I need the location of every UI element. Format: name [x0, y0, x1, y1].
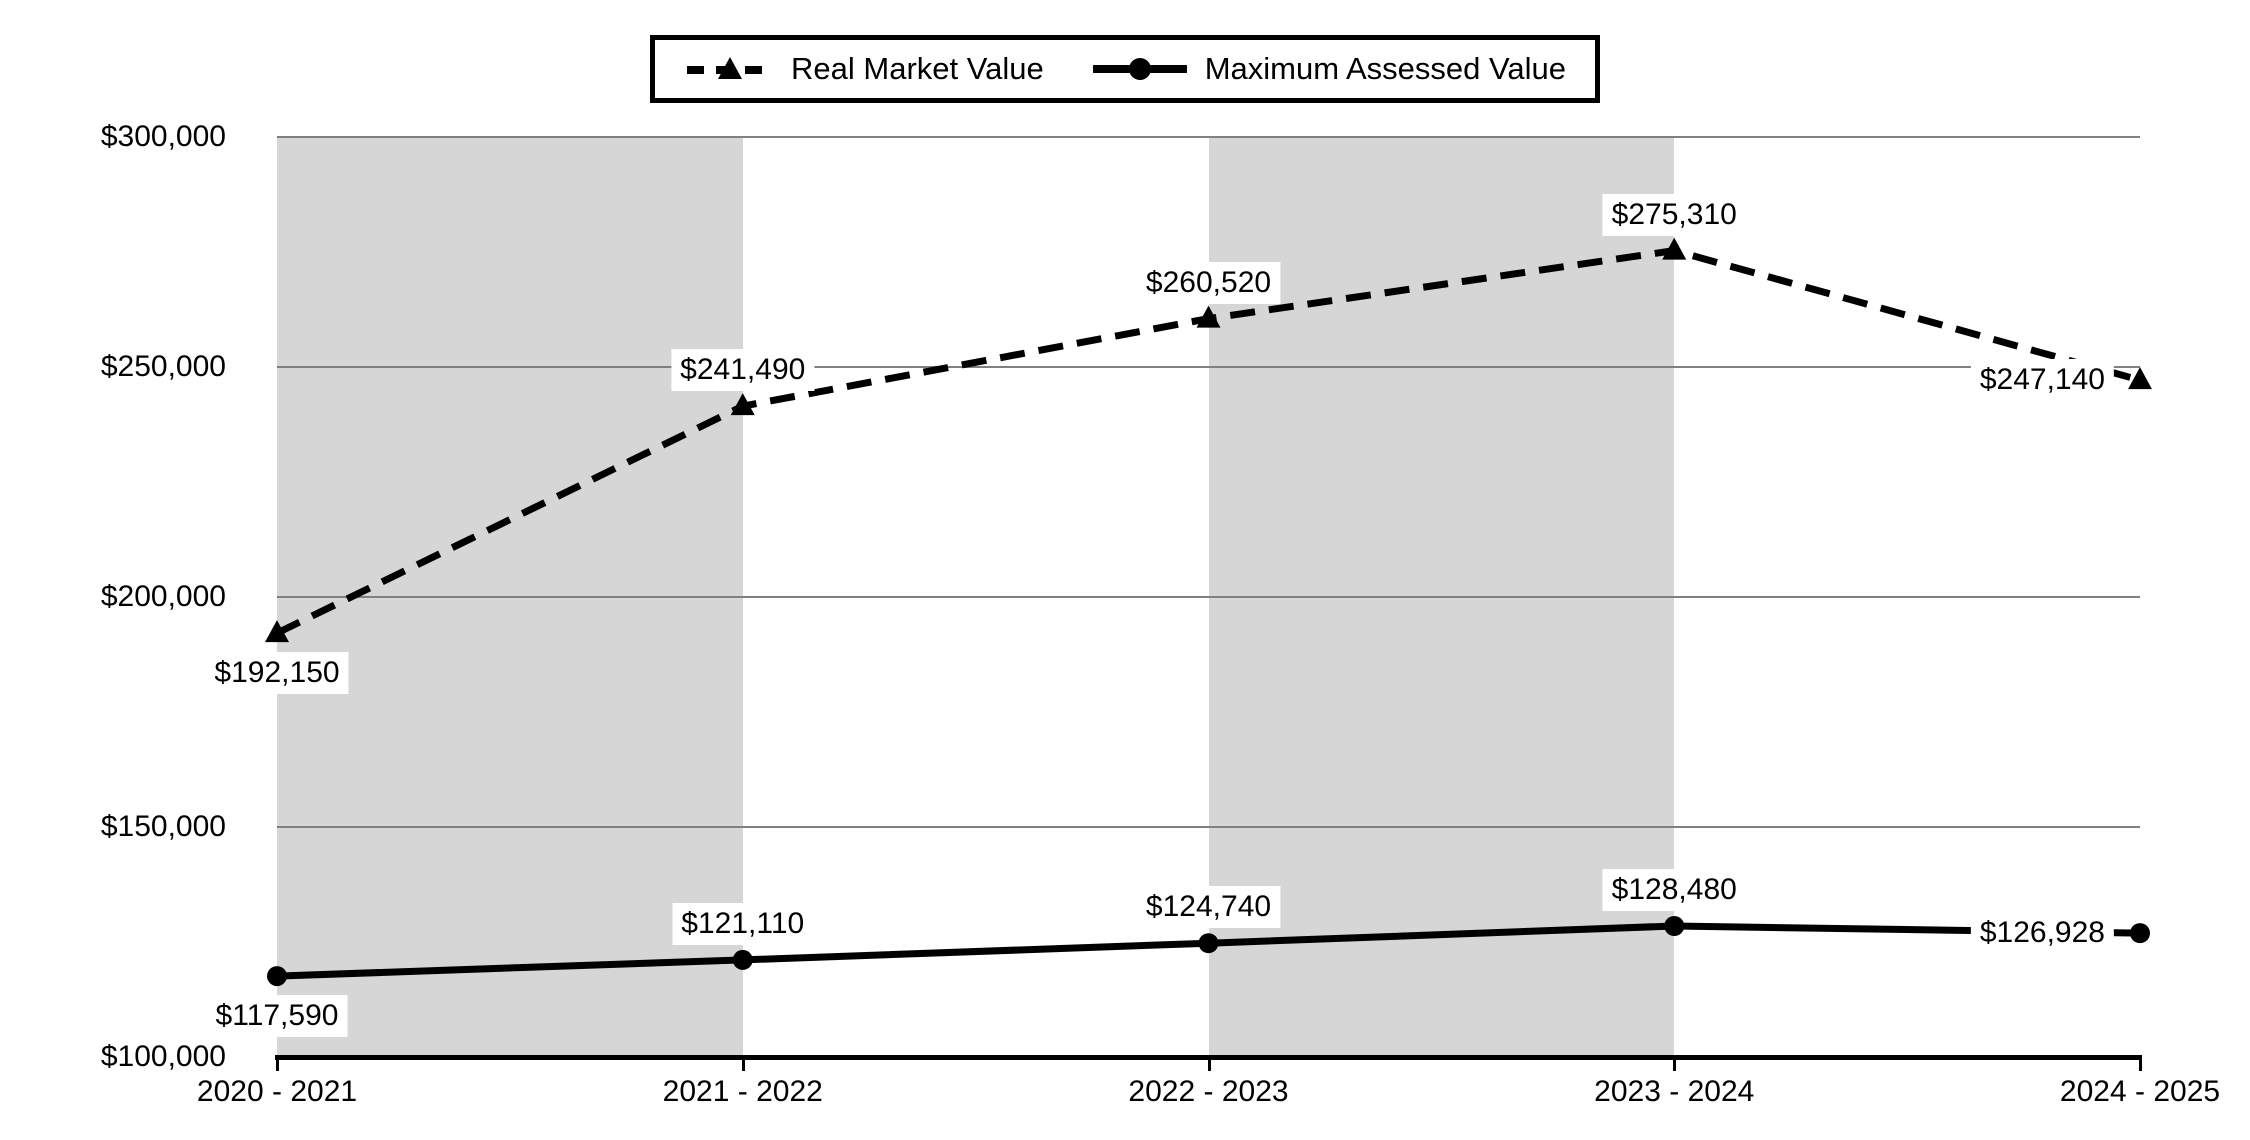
- data-label: $121,110: [672, 902, 814, 945]
- data-label: $247,140: [1970, 359, 2114, 402]
- legend-item-real-market-value: Real Market Value: [684, 51, 1044, 87]
- dashed-line-triangle-marker-icon: [687, 57, 774, 79]
- x-axis-tick-label: 2021 - 2022: [662, 1075, 823, 1108]
- triangle-marker: [2128, 367, 2152, 390]
- circle-marker: [267, 966, 287, 987]
- legend-item-maximum-assessed-value: Maximum Assessed Value: [1090, 51, 1566, 87]
- x-axis-tick: [741, 1057, 745, 1071]
- x-axis-tick-label: 2020 - 2021: [196, 1075, 358, 1108]
- y-axis-tick-label: $100,000: [100, 1040, 226, 1073]
- triangle-marker: [1662, 237, 1687, 260]
- y-gridline: [277, 366, 2140, 368]
- data-label: $117,590: [206, 995, 348, 1038]
- data-label: $124,740: [1136, 886, 1281, 929]
- y-axis-tick-label: $300,000: [100, 120, 226, 153]
- x-axis-tick: [1207, 1057, 1211, 1071]
- data-label: $275,310: [1602, 193, 1746, 236]
- circle-marker: [2130, 923, 2150, 944]
- triangle-marker: [265, 620, 289, 643]
- x-axis-tick-label: 2022 - 2023: [1128, 1075, 1289, 1108]
- y-gridline: [277, 596, 2140, 598]
- data-label: $260,520: [1136, 261, 1281, 304]
- data-label: $241,490: [671, 349, 815, 392]
- y-axis-tick-label: $250,000: [100, 350, 226, 383]
- legend-label-maximum-assessed-value: Maximum Assessed Value: [1204, 51, 1566, 86]
- x-axis-tick-label: 2024 - 2025: [2059, 1075, 2221, 1108]
- triangle-marker: [730, 393, 755, 416]
- x-axis-tick-label: 2023 - 2024: [1594, 1075, 1755, 1108]
- circle-marker: [1198, 933, 1219, 954]
- triangle-marker: [1196, 305, 1221, 328]
- chart-legend: Real Market Value Maximum Assessed Value: [650, 35, 1600, 103]
- y-axis-tick-label: $150,000: [100, 810, 226, 843]
- x-axis-tick: [2139, 1057, 2142, 1071]
- data-label: $192,150: [205, 652, 349, 695]
- circle-marker: [1664, 915, 1685, 936]
- legend-label-real-market-value: Real Market Value: [791, 51, 1044, 86]
- y-gridline: [277, 136, 2140, 138]
- data-label: $126,928: [1970, 912, 2114, 955]
- x-axis-tick: [1673, 1057, 1677, 1071]
- data-label: $128,480: [1602, 868, 1746, 911]
- y-axis-tick-label: $200,000: [100, 580, 226, 613]
- solid-line-circle-marker-icon: [1092, 58, 1187, 80]
- circle-marker: [732, 949, 753, 970]
- y-gridline: [277, 826, 2140, 828]
- x-axis-tick: [276, 1057, 279, 1071]
